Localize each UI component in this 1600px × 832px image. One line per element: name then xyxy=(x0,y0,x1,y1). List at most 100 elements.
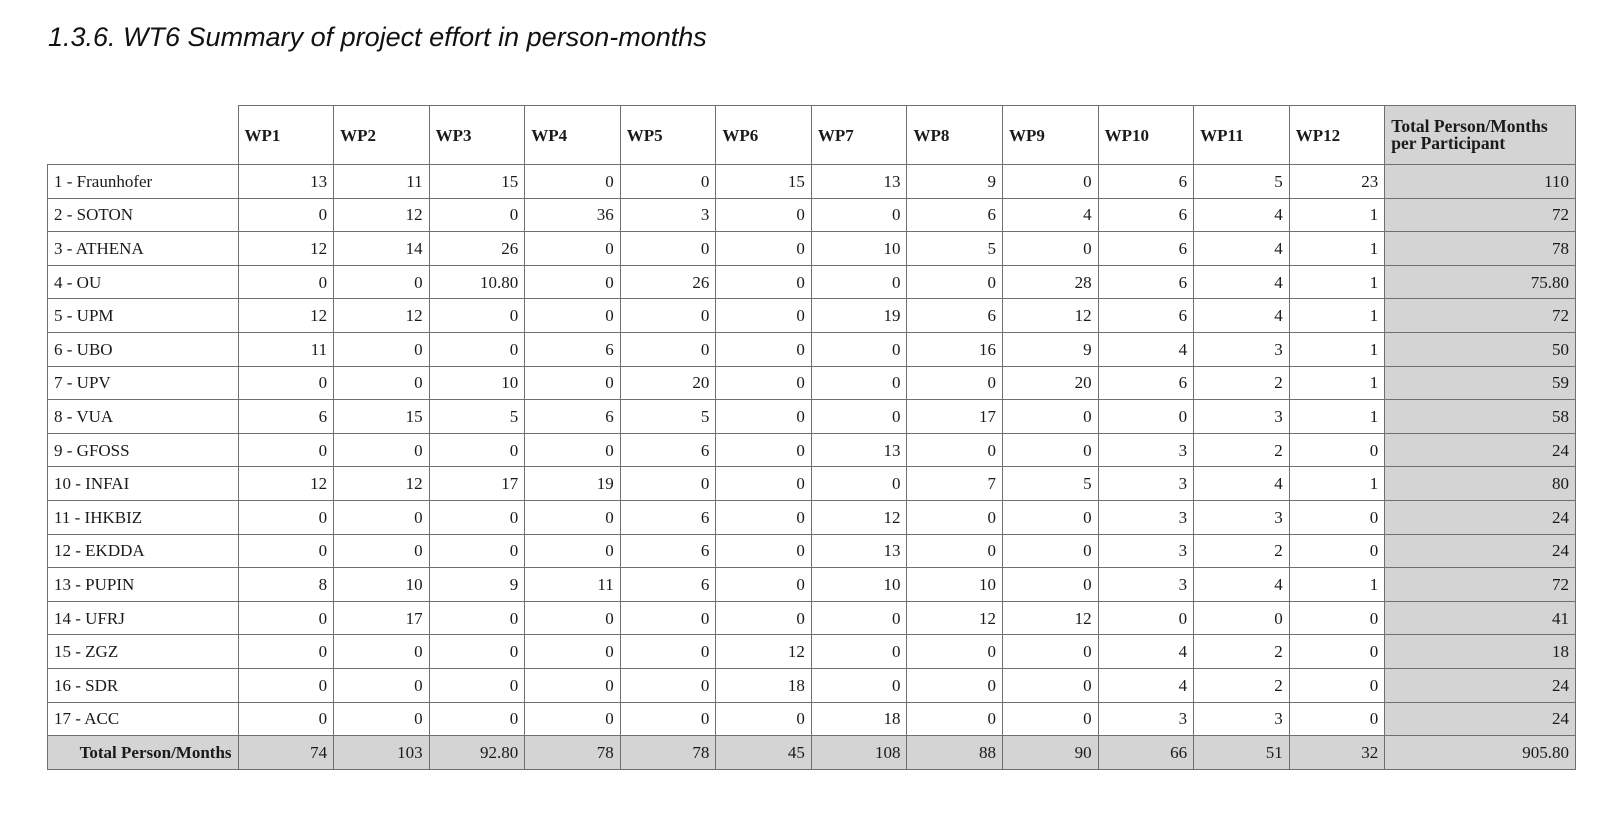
effort-cell: 0 xyxy=(906,634,1004,669)
effort-cell: 12 xyxy=(333,466,430,501)
participant-total-cell: 24 xyxy=(1384,701,1576,737)
effort-cell: 0 xyxy=(428,197,526,233)
effort-cell: 10.80 xyxy=(428,264,526,300)
table-row: 5 - UPM 12 12 0 0 0 0 19 6 12 6 4 1 72 xyxy=(47,298,1576,333)
effort-cell: 6 xyxy=(1097,164,1195,199)
wp-total-cell: 32 xyxy=(1288,735,1386,770)
table-row: 17 - ACC 0 0 0 0 0 0 18 0 0 3 3 0 24 xyxy=(47,701,1576,737)
effort-cell: 28 xyxy=(1002,264,1099,300)
effort-cell: 10 xyxy=(810,567,908,602)
effort-cell: 4 xyxy=(1193,197,1290,233)
effort-cell: 1 xyxy=(1288,231,1386,266)
effort-cell: 0 xyxy=(237,533,335,569)
effort-cell: 6 xyxy=(524,399,621,434)
effort-cell: 0 xyxy=(619,634,717,669)
participant-name-cell: 4 - OU xyxy=(47,264,239,300)
effort-cell: 0 xyxy=(810,634,908,669)
effort-cell: 0 xyxy=(524,432,621,468)
effort-cell: 4 xyxy=(1193,466,1290,501)
effort-cell: 13 xyxy=(237,164,335,199)
effort-cell: 0 xyxy=(428,298,526,333)
effort-cell: 0 xyxy=(237,600,335,636)
effort-cell: 0 xyxy=(237,701,335,737)
effort-cell: 1 xyxy=(1288,399,1386,434)
effort-cell: 4 xyxy=(1097,667,1195,703)
table-row: 10 - INFAI 12 12 17 19 0 0 0 7 5 3 4 1 80 xyxy=(47,466,1576,501)
effort-cell: 0 xyxy=(524,298,621,333)
effort-cell: 0 xyxy=(1288,499,1386,535)
effort-cell: 0 xyxy=(1193,600,1290,636)
participant-total-cell: 41 xyxy=(1384,600,1576,636)
effort-cell: 23 xyxy=(1288,164,1386,199)
table-row: 16 - SDR 0 0 0 0 0 18 0 0 0 4 2 0 24 xyxy=(47,667,1576,703)
participant-total-cell: 75.80 xyxy=(1384,264,1576,300)
participant-total-cell: 78 xyxy=(1384,231,1576,266)
effort-cell: 12 xyxy=(237,298,335,333)
effort-cell: 0 xyxy=(524,667,621,703)
effort-cell: 0 xyxy=(333,432,430,468)
effort-cell: 0 xyxy=(524,533,621,569)
effort-cell: 12 xyxy=(237,231,335,266)
effort-cell: 0 xyxy=(810,197,908,233)
column-header-wp7: WP7 xyxy=(810,105,908,165)
effort-cell: 4 xyxy=(1097,634,1195,669)
effort-cell: 0 xyxy=(428,701,526,737)
effort-cell: 0 xyxy=(1002,567,1099,602)
effort-cell: 0 xyxy=(810,600,908,636)
effort-cell: 0 xyxy=(333,264,430,300)
effort-cell: 17 xyxy=(906,399,1004,434)
participant-name-cell: 7 - UPV xyxy=(47,365,239,401)
table-row: 8 - VUA 6 15 5 6 5 0 0 17 0 0 3 1 58 xyxy=(47,399,1576,434)
column-header-wp8: WP8 xyxy=(906,105,1004,165)
effort-cell: 15 xyxy=(333,399,430,434)
effort-cell: 0 xyxy=(1002,164,1099,199)
effort-cell: 4 xyxy=(1193,298,1290,333)
effort-cell: 10 xyxy=(810,231,908,266)
participant-total-cell: 58 xyxy=(1384,399,1576,434)
effort-cell: 0 xyxy=(524,164,621,199)
effort-cell: 0 xyxy=(428,533,526,569)
effort-cell: 0 xyxy=(906,499,1004,535)
effort-cell: 6 xyxy=(1097,197,1195,233)
effort-cell: 12 xyxy=(1002,298,1099,333)
wp-total-cell: 78 xyxy=(524,735,621,770)
participant-name-cell: 9 - GFOSS xyxy=(47,432,239,468)
totals-row: Total Person/Months 74 103 92.80 78 78 45 108 8… xyxy=(47,735,1576,770)
effort-cell: 0 xyxy=(619,466,717,501)
effort-cell: 0 xyxy=(524,634,621,669)
effort-cell: 0 xyxy=(237,667,335,703)
effort-cell: 0 xyxy=(810,365,908,401)
effort-cell: 1 xyxy=(1288,264,1386,300)
effort-cell: 0 xyxy=(524,264,621,300)
effort-cell: 0 xyxy=(906,365,1004,401)
effort-cell: 0 xyxy=(1002,634,1099,669)
effort-cell: 6 xyxy=(1097,231,1195,266)
effort-cell: 2 xyxy=(1193,634,1290,669)
effort-cell: 12 xyxy=(715,634,812,669)
effort-cell: 0 xyxy=(333,365,430,401)
effort-cell: 0 xyxy=(906,667,1004,703)
effort-cell: 0 xyxy=(1002,399,1099,434)
effort-cell: 18 xyxy=(810,701,908,737)
effort-cell: 0 xyxy=(428,600,526,636)
participant-name-cell: 11 - IHKBIZ xyxy=(47,499,239,535)
effort-cell: 0 xyxy=(1288,432,1386,468)
effort-cell: 3 xyxy=(1097,432,1195,468)
effort-cell: 0 xyxy=(237,264,335,300)
effort-cell: 9 xyxy=(1002,331,1099,367)
table-row: 7 - UPV 0 0 10 0 20 0 0 0 20 6 2 1 59 xyxy=(47,365,1576,401)
effort-cell: 0 xyxy=(810,399,908,434)
effort-cell: 0 xyxy=(906,264,1004,300)
effort-cell: 12 xyxy=(906,600,1004,636)
effort-cell: 13 xyxy=(810,164,908,199)
effort-cell: 0 xyxy=(237,499,335,535)
participant-total-cell: 80 xyxy=(1384,466,1576,501)
column-header-wp11: WP11 xyxy=(1193,105,1290,165)
header-row: WP1 WP2 WP3 WP4 WP5 WP6 WP7 WP8 WP9 WP10 WP11 WP12 T… xyxy=(47,105,1576,165)
effort-cell: 2 xyxy=(1193,533,1290,569)
effort-cell: 0 xyxy=(1288,701,1386,737)
effort-cell: 3 xyxy=(1193,331,1290,367)
effort-cell: 1 xyxy=(1288,365,1386,401)
table-row: 6 - UBO 11 0 0 6 0 0 0 16 9 4 3 1 50 xyxy=(47,331,1576,367)
effort-cell: 10 xyxy=(428,365,526,401)
